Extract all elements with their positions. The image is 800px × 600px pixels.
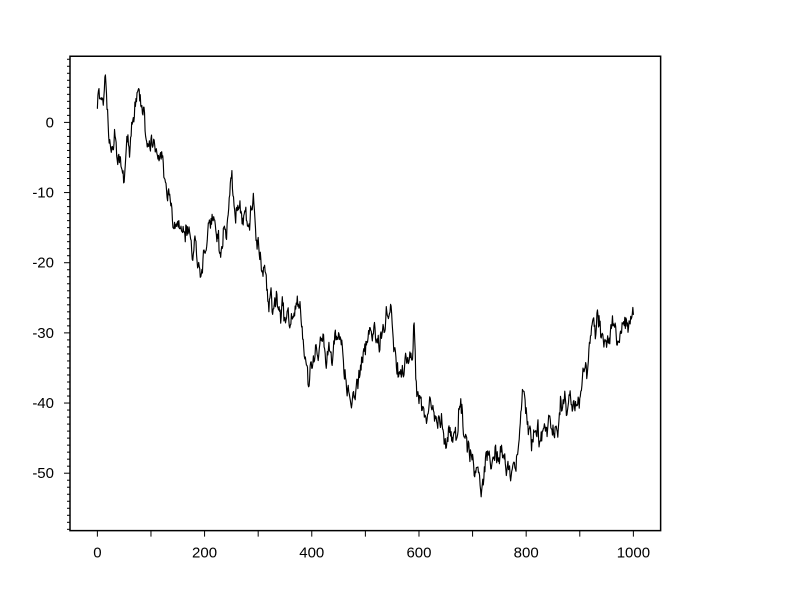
svg-text:600: 600 <box>406 545 431 562</box>
svg-text:200: 200 <box>192 545 217 562</box>
svg-text:400: 400 <box>299 545 324 562</box>
svg-text:-10: -10 <box>32 185 54 202</box>
svg-text:-50: -50 <box>32 465 54 482</box>
svg-text:0: 0 <box>46 114 54 131</box>
svg-text:800: 800 <box>514 545 539 562</box>
svg-text:-40: -40 <box>32 395 54 412</box>
svg-text:-20: -20 <box>32 255 54 272</box>
svg-text:-30: -30 <box>32 325 54 342</box>
svg-text:1000: 1000 <box>617 545 650 562</box>
svg-text:0: 0 <box>93 545 101 562</box>
